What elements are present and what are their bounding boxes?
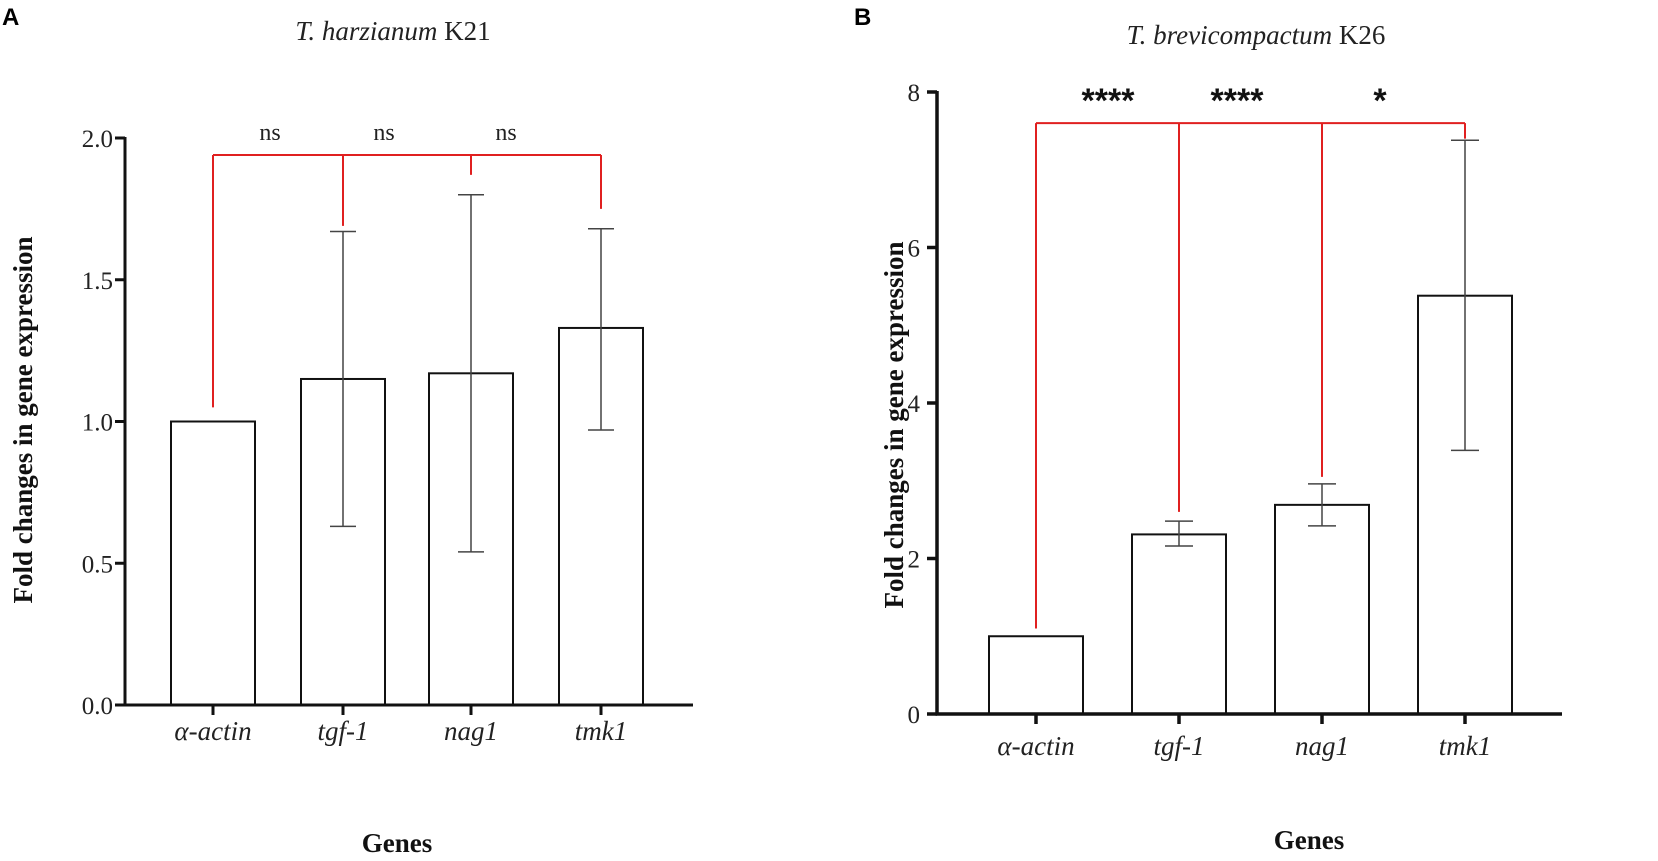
panel-b-title-strain: K26	[1332, 20, 1385, 50]
panel-a-y-tick-label-4: 2.0	[82, 126, 113, 153]
panel-b-bar-0	[988, 635, 1084, 715]
panel-a-y-tick-label-0: 0.0	[82, 693, 113, 720]
panel-b-label: B	[854, 4, 871, 31]
panel-a-label: A	[2, 4, 19, 31]
panel-b-y-tick-label-0: 0	[908, 702, 921, 729]
panel-a-bar-0	[170, 420, 256, 706]
panel-b-y-tick-label-1: 2	[908, 547, 921, 574]
panel-a-y-tick-label-2: 1.0	[82, 410, 113, 437]
panel-a-significance-label-1: ns	[373, 120, 394, 146]
panel-b-significance-label-0: ****	[1082, 82, 1136, 120]
panel-a-category-label-1: tgf-1	[318, 716, 369, 746]
panel-b-significance-label-2: *	[1373, 82, 1387, 120]
panel-a-title-species: T. harzianum	[295, 16, 437, 46]
panel-b-y-tick-label-3: 6	[908, 236, 921, 263]
panel-b-bar-1	[1131, 533, 1227, 716]
panel-b-category-label-0: α-actin	[997, 731, 1074, 761]
panel-b-category-label-3: tmk1	[1439, 731, 1491, 761]
panel-b-title: T. brevicompactum K26	[1127, 20, 1386, 50]
panel-a-title: T. harzianum K21	[295, 16, 490, 46]
panel-a: A T. harzianum K21 Fold changes in gene …	[2, 4, 693, 858]
panel-b-bar-2	[1274, 503, 1370, 716]
panel-b-x-axis-title: Genes	[1274, 825, 1345, 855]
panel-a-x-axis-title: Genes	[362, 828, 433, 858]
panel-a-category-label-0: α-actin	[174, 716, 251, 746]
panel-a-title-strain: K21	[437, 16, 490, 46]
panel-a-category-label-3: tmk1	[575, 716, 627, 746]
panel-b-significance-label-1: ****	[1211, 82, 1265, 120]
panel-b-y-axis-title: Fold changes in gene expression	[879, 241, 909, 608]
panel-b-title-species: T. brevicompactum	[1127, 20, 1332, 50]
panel-a-y-axis-title: Fold changes in gene expression	[8, 236, 38, 603]
panel-a-significance-label-0: ns	[259, 120, 280, 146]
panel-a-y-tick-label-1: 0.5	[82, 551, 113, 578]
panel-a-significance-label-2: ns	[495, 120, 516, 146]
panel-a-category-label-2: nag1	[444, 716, 498, 746]
panel-b-y-tick-label-2: 4	[908, 391, 921, 418]
panel-b-category-label-2: nag1	[1295, 731, 1349, 761]
panel-b-category-label-1: tgf-1	[1154, 731, 1205, 761]
panel-b: B T. brevicompactum K26 Fold changes in …	[854, 4, 1562, 855]
panel-a-y-tick-label-3: 1.5	[82, 268, 113, 295]
panel-b-y-tick-label-4: 8	[908, 80, 921, 107]
